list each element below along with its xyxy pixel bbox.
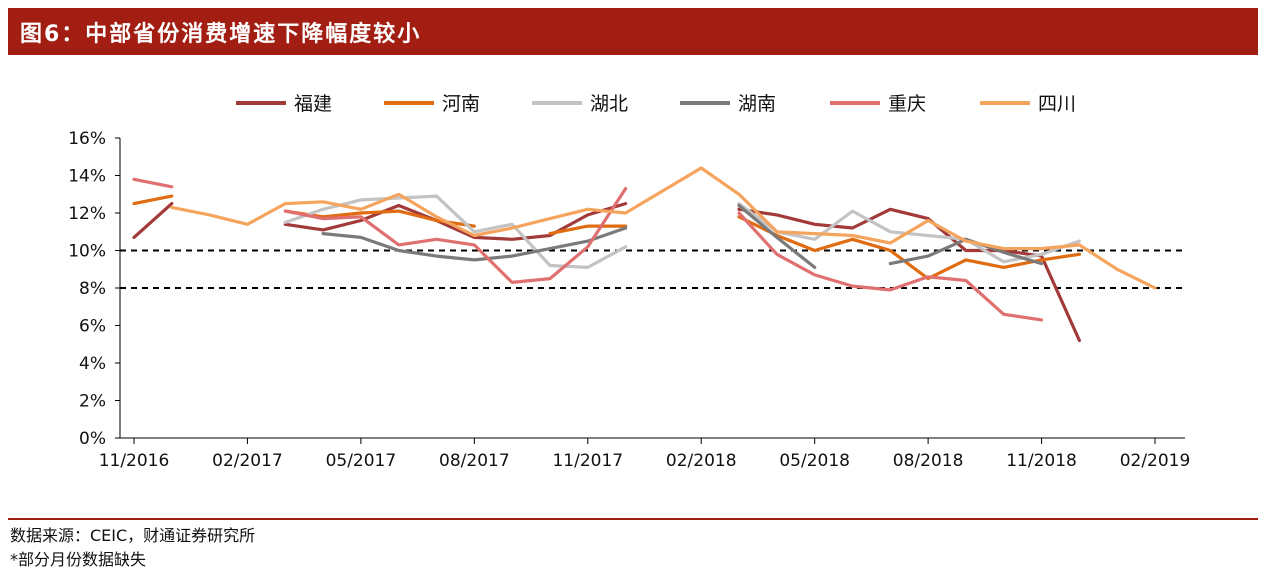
legend-label: 四川: [1038, 93, 1076, 115]
y-tick-label: 4%: [79, 354, 106, 374]
series-line: [283, 187, 628, 284]
x-tick-label: 11/2016: [99, 451, 170, 471]
series-line: [737, 203, 817, 269]
x-tick-label: 11/2018: [1006, 451, 1077, 471]
source-divider: [8, 518, 1258, 520]
series-line: [132, 202, 174, 239]
x-tick-label: 08/2017: [439, 451, 510, 471]
x-tick-label: 05/2018: [779, 451, 850, 471]
y-tick-label: 8%: [79, 279, 106, 299]
series-line: [283, 202, 628, 241]
series-line: [737, 207, 1081, 343]
y-tick-label: 16%: [68, 129, 106, 149]
series-line: [132, 177, 174, 189]
title-bar: 图6：中部省份消费增速下降幅度较小: [8, 8, 1258, 55]
y-tick-label: 14%: [68, 167, 106, 187]
series-line: [321, 226, 628, 262]
legend-label: 湖南: [738, 93, 776, 115]
source-note: 数据来源：CEIC，财通证券研究所: [10, 526, 256, 545]
y-tick-label: 10%: [68, 242, 106, 262]
x-tick-label: 02/2018: [666, 451, 737, 471]
missing-data-note: *部分月份数据缺失: [10, 550, 147, 569]
line-chart: 0% 2% 4% 6% 8% 10% 12% 14% 16% 11/2016 02/2017 05/2…: [68, 93, 1191, 471]
y-tick-label: 2%: [79, 392, 106, 412]
legend-label: 河南: [442, 93, 480, 115]
y-tick-label: 6%: [79, 317, 106, 337]
x-tick-label: 05/2017: [326, 451, 397, 471]
x-tick-label: 08/2018: [893, 451, 964, 471]
x-tick-label: 11/2017: [552, 451, 623, 471]
y-tick-label: 0%: [79, 429, 106, 449]
series-line: [737, 211, 1044, 322]
series-line: [548, 224, 628, 236]
series-line: [170, 166, 1157, 290]
legend-label: 湖北: [590, 93, 628, 115]
series-line: [737, 215, 1081, 281]
legend-label: 重庆: [888, 93, 926, 115]
x-tick-label: 02/2019: [1120, 451, 1191, 471]
series-line: [132, 194, 174, 206]
y-tick-label: 12%: [68, 204, 106, 224]
x-tick-label: 02/2017: [212, 451, 283, 471]
legend-label: 福建: [294, 93, 332, 115]
page-title: 图6：中部省份消费增速下降幅度较小: [20, 22, 422, 47]
